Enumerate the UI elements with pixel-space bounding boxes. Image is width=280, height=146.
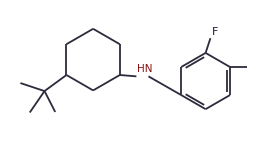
Text: HN: HN <box>137 64 152 74</box>
Text: F: F <box>211 27 218 37</box>
